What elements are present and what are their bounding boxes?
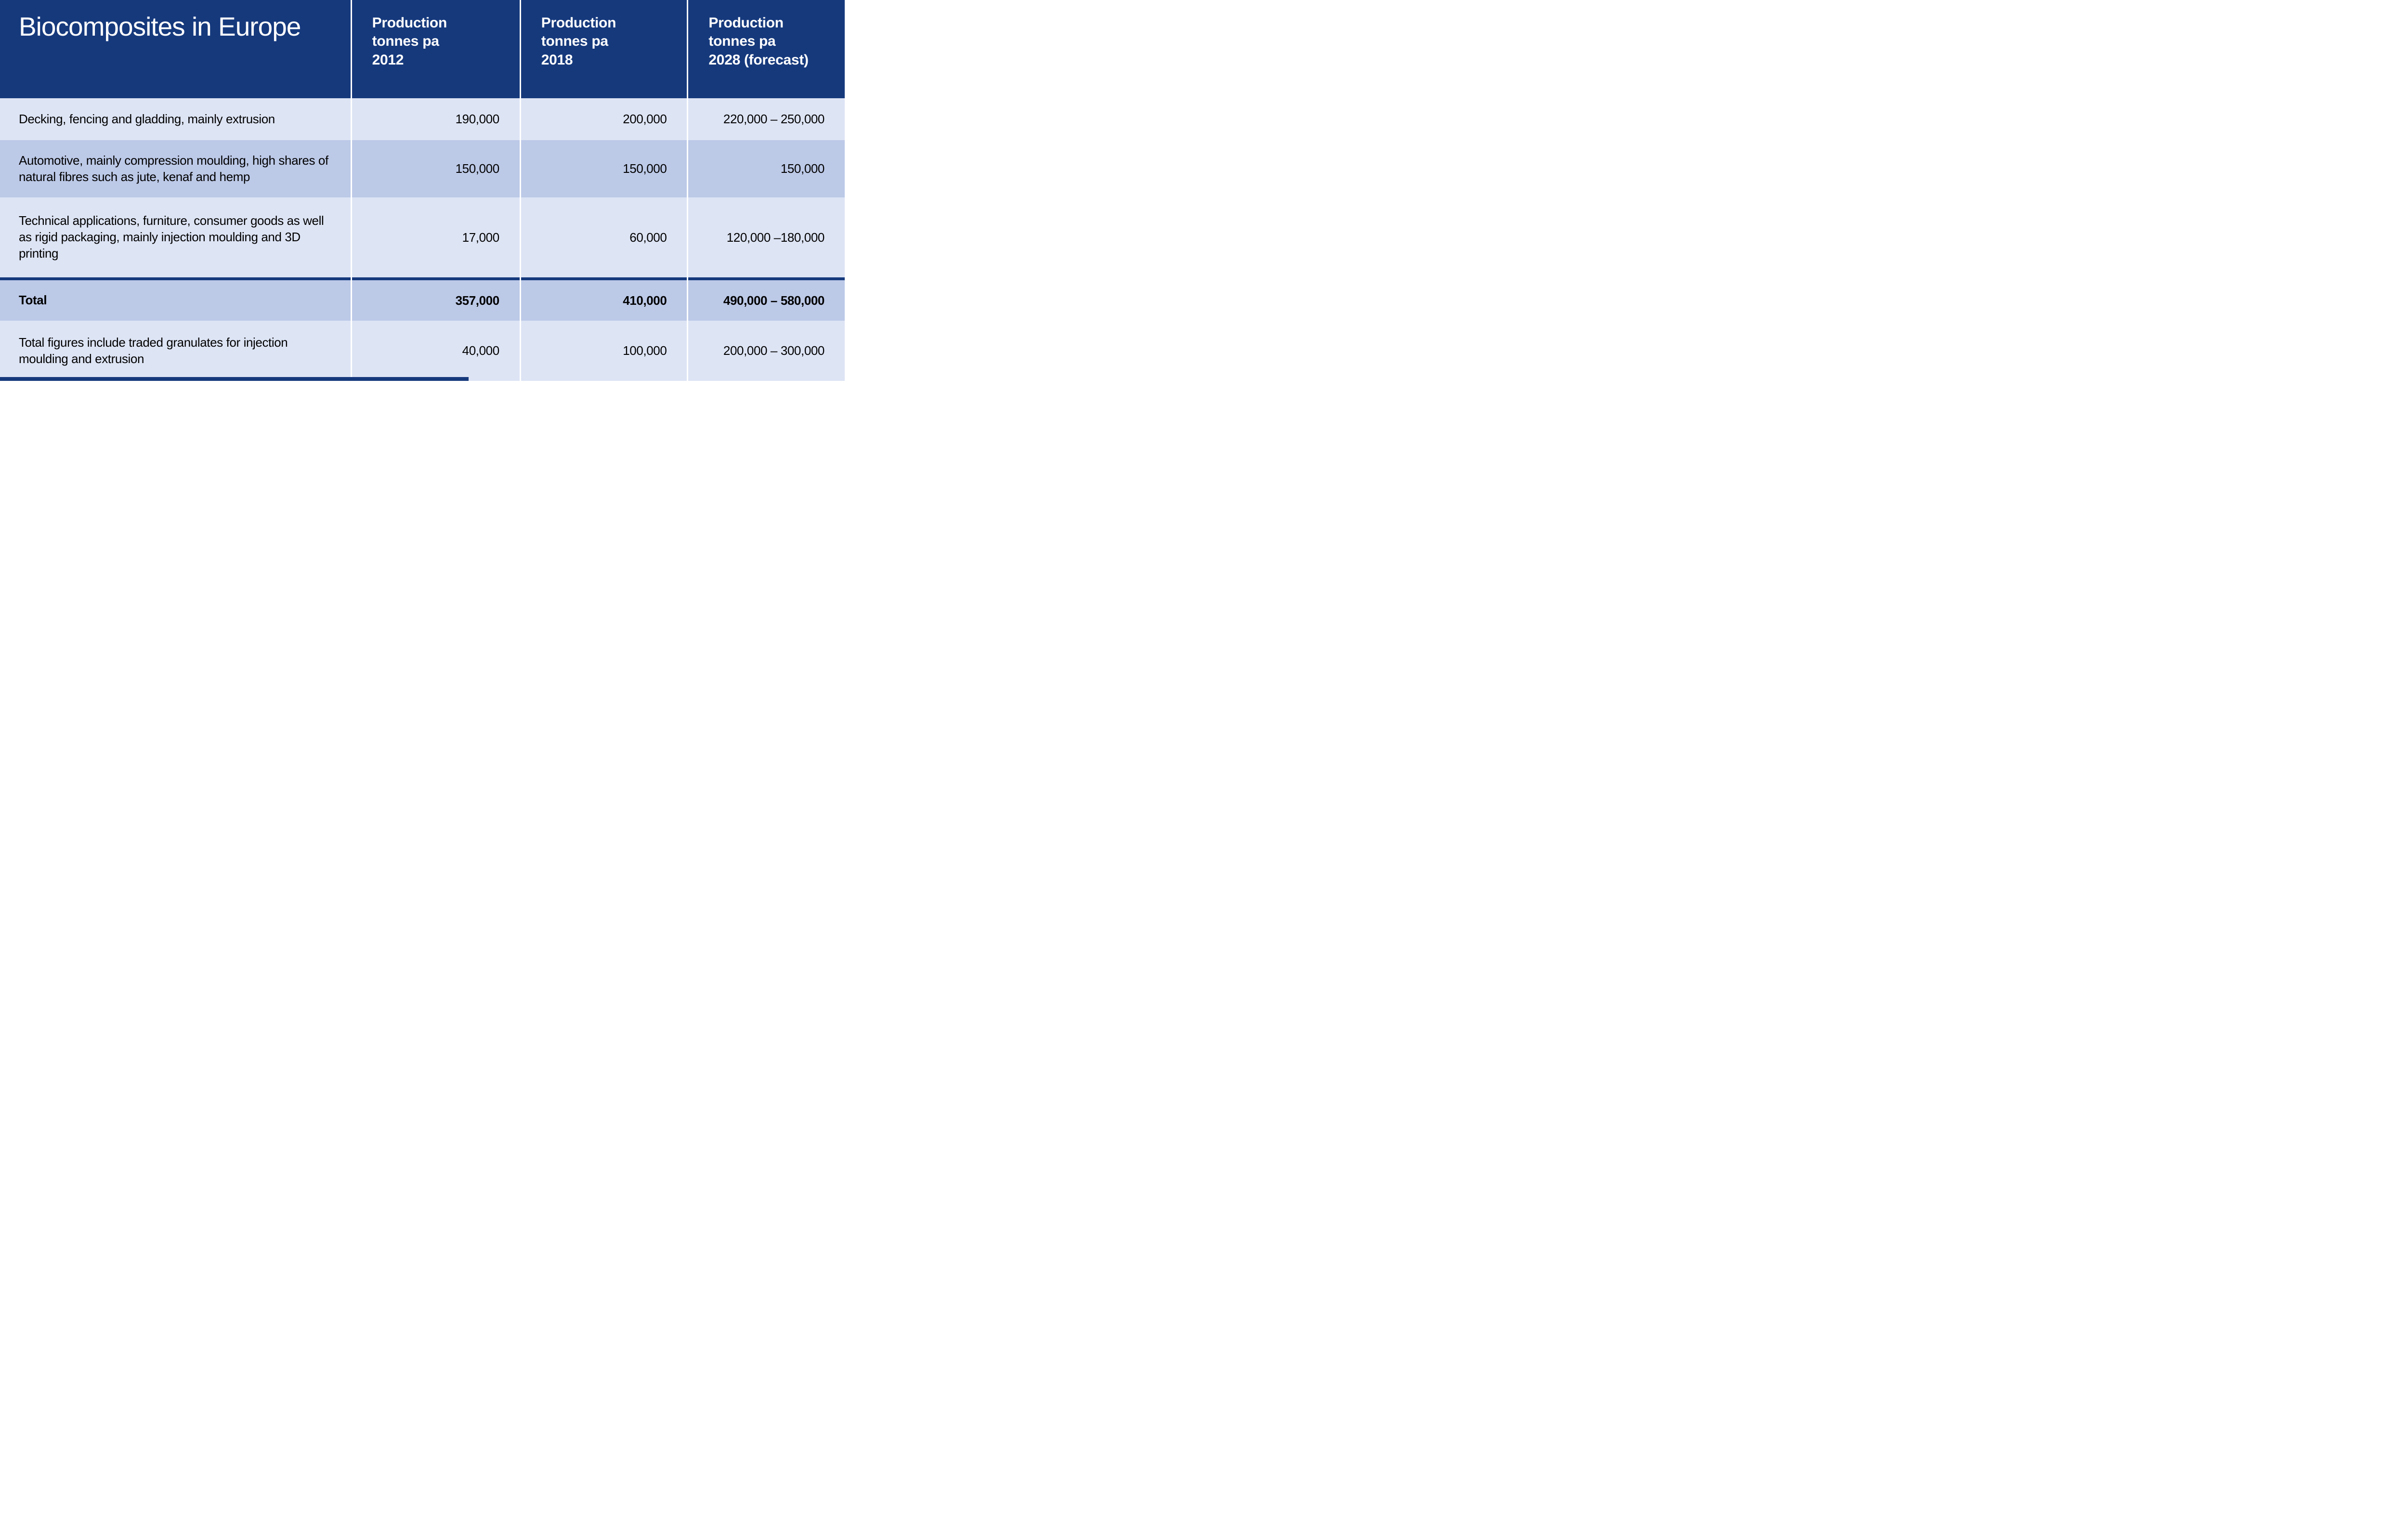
row-granulates-value-2018: 100,000 xyxy=(521,321,687,381)
row-total-value-2018: 410,000 xyxy=(521,280,687,321)
biocomposites-table-figure: Biocomposites in Europe Production tonne… xyxy=(0,0,845,381)
total-separator-rule xyxy=(688,277,845,280)
total-separator-rule xyxy=(352,277,520,280)
row-granulates-label: Total figures include traded granulates … xyxy=(0,321,351,381)
row-automotive-value-2028: 150,000 xyxy=(688,140,845,197)
row-decking-value-2012: 190,000 xyxy=(352,98,520,140)
row-technical-value-2018: 60,000 xyxy=(521,197,687,277)
row-granulates-value-2028: 200,000 – 300,000 xyxy=(688,321,845,381)
data-table: Biocomposites in Europe Production tonne… xyxy=(0,0,845,381)
row-total-value-2028: 490,000 – 580,000 xyxy=(688,280,845,321)
col-header-2018: Production tonnes pa 2018 xyxy=(521,0,687,98)
row-decking-value-2018: 200,000 xyxy=(521,98,687,140)
row-automotive-label: Automotive, mainly compression moulding,… xyxy=(0,140,351,197)
row-total-label: Total xyxy=(0,280,351,321)
row-technical-label: Technical applications, furniture, consu… xyxy=(0,197,351,277)
row-technical-value-2028: 120,000 –180,000 xyxy=(688,197,845,277)
bottom-border-bar xyxy=(0,377,469,381)
row-technical-value-2012: 17,000 xyxy=(352,197,520,277)
col-header-2012: Production tonnes pa 2012 xyxy=(352,0,520,98)
row-granulates-value-2012: 40,000 xyxy=(352,321,520,381)
row-total-value-2012: 357,000 xyxy=(352,280,520,321)
row-decking-value-2028: 220,000 – 250,000 xyxy=(688,98,845,140)
col-header-2028-forecast: Production tonnes pa 2028 (forecast) xyxy=(688,0,845,98)
table-title: Biocomposites in Europe xyxy=(0,0,351,98)
total-separator-rule xyxy=(0,277,351,280)
total-separator-rule xyxy=(521,277,687,280)
row-automotive-value-2012: 150,000 xyxy=(352,140,520,197)
row-automotive-value-2018: 150,000 xyxy=(521,140,687,197)
row-decking-label: Decking, fencing and gladding, mainly ex… xyxy=(0,98,351,140)
